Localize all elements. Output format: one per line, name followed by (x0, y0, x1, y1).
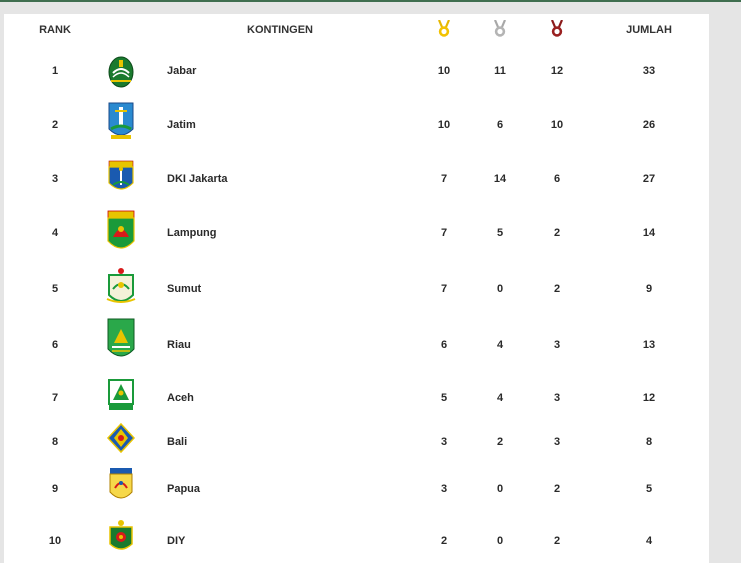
silver-medal-icon (493, 20, 507, 37)
row-name: Papua (167, 483, 201, 495)
bali-emblem-icon (106, 422, 136, 454)
row-name: Jatim (167, 119, 196, 131)
bronze-medal-icon (550, 20, 564, 37)
gold-medal-icon (437, 20, 451, 37)
row-name: Lampung (167, 227, 217, 239)
aceh-emblem-icon (108, 379, 134, 410)
sumut-emblem-icon (106, 268, 136, 303)
dki-jakarta-emblem-icon (108, 160, 134, 190)
lampung-emblem-icon (107, 210, 135, 249)
medal-standings-table: RANK KONTINGEN JUMLAH 1 Jabar 10 11 12 3… (4, 14, 709, 563)
row-name: DIY (167, 535, 186, 547)
jatim-emblem-icon (108, 102, 134, 139)
jabar-emblem-icon (108, 56, 134, 88)
top-border (0, 0, 741, 2)
row-name: DKI Jakarta (167, 173, 228, 185)
row-name: Jabar (167, 65, 197, 77)
row-name: Aceh (167, 392, 194, 404)
row-name: Bali (167, 436, 188, 448)
papua-emblem-icon (109, 468, 133, 499)
diy-emblem-icon (109, 520, 133, 550)
riau-emblem-icon (107, 318, 135, 357)
row-name: Sumut (167, 283, 202, 295)
header-kontingen: KONTINGEN (247, 24, 313, 36)
row-name: Riau (167, 339, 191, 351)
